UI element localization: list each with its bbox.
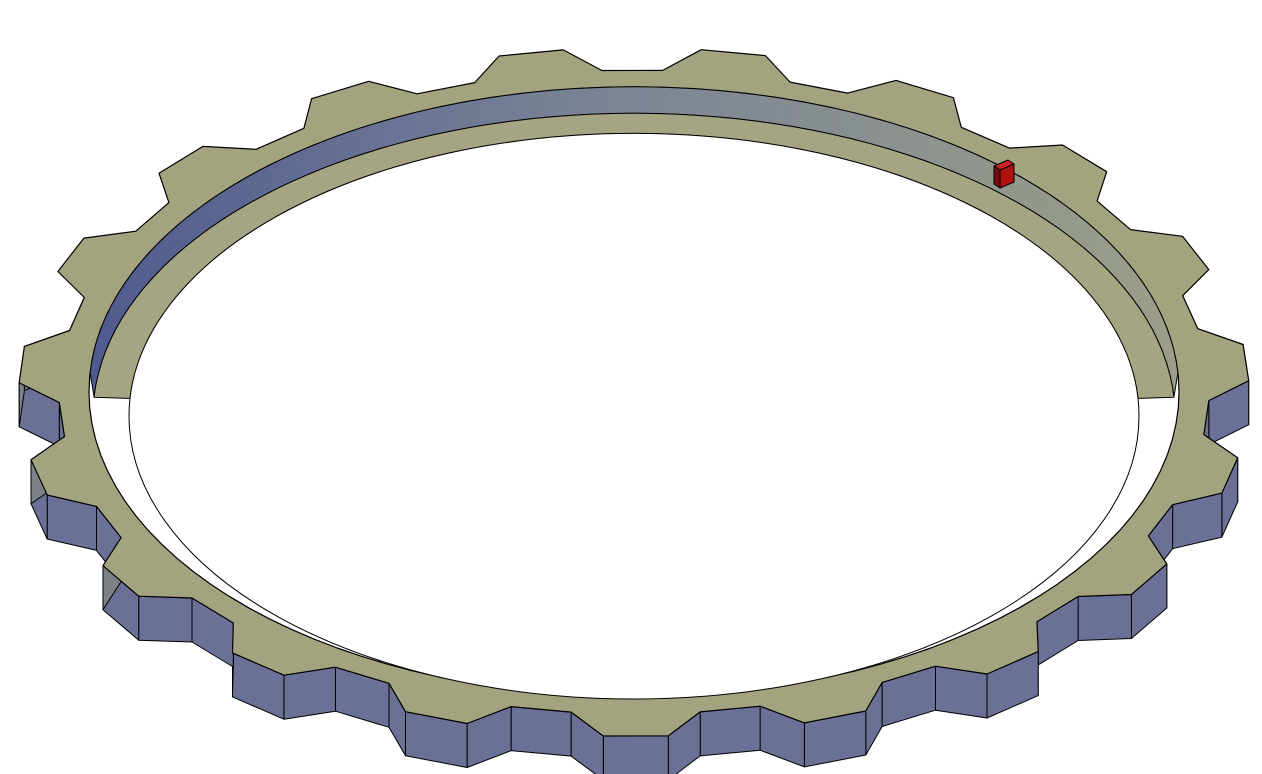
gear-side-face [138, 595, 193, 643]
selection-marker-icon [993, 159, 1015, 189]
gear-side-face [283, 666, 336, 720]
gear-bore-opening [128, 132, 1140, 700]
gear-side-face [935, 665, 988, 719]
marker-top-face [993, 159, 1015, 171]
gear-side-face [699, 705, 761, 757]
gear-side-face [1077, 594, 1132, 641]
gear-side-face [602, 735, 669, 774]
gear-side-face [510, 706, 572, 757]
gear-inner-wall [89, 86, 1179, 700]
